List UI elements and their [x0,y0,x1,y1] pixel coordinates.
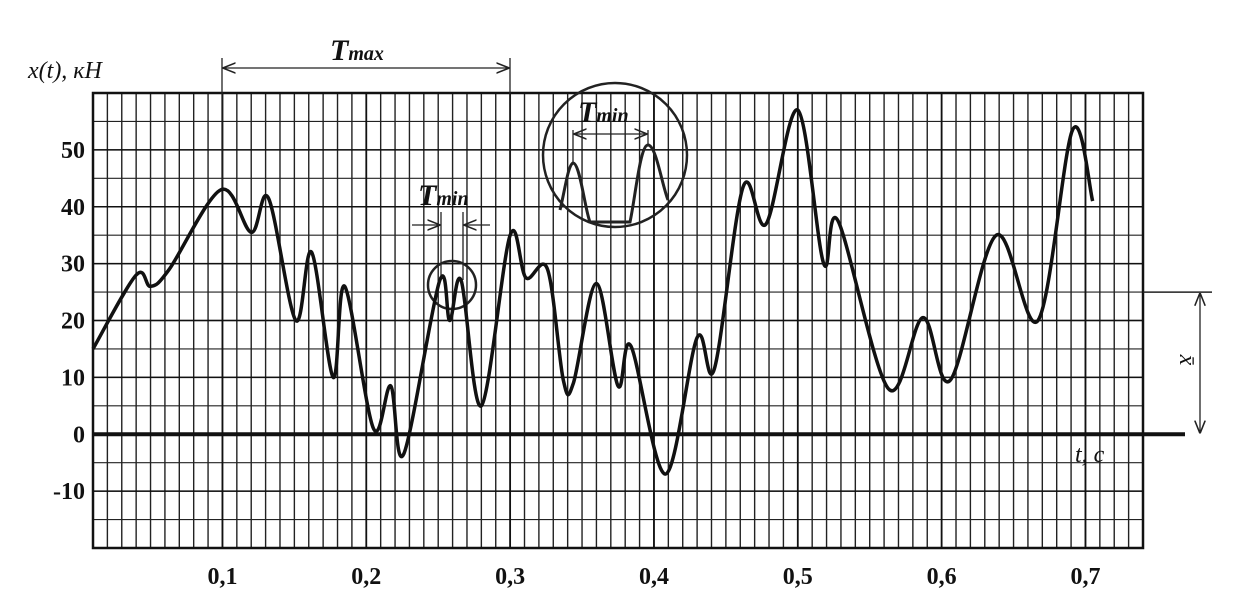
y-tick-label: -10 [53,479,85,505]
data-line [91,108,1095,476]
annotation-subscript: min [596,105,628,127]
zoom-circle [541,81,689,229]
annotation: Tmin [578,96,629,129]
annotation-subscript: min [436,188,468,210]
annotation: Tmin [418,179,469,212]
annotation-subscript: max [348,43,384,65]
y-axis-label: x(t), кН [27,58,104,84]
annotation: Tmax [330,34,384,67]
y-tick-label: 20 [61,309,85,335]
zoom-curve [558,143,670,224]
grid [91,91,1185,550]
annotation-text: T [418,179,438,212]
x-axis-label: t, c [1075,442,1105,468]
x-tick-label: 0,1 [207,564,237,590]
y-tick-label: 30 [61,252,85,278]
mean-label: x̄ [1174,354,1200,366]
y-tick-label: 10 [61,365,85,391]
x-tick-label: 0,4 [639,564,669,590]
x-tick-label: 0,6 [927,564,957,590]
y-tick-label: 40 [61,195,85,221]
x-tick-label: 0,2 [351,564,381,590]
y-tick-label: 0 [73,422,85,448]
x-tick-label: 0,3 [495,564,525,590]
x-tick-label: 0,5 [783,564,813,590]
annotation-text: T [330,34,350,67]
y-tick-label: 50 [61,138,85,164]
t-min-annotation [412,81,689,311]
t-max-annotation [221,58,511,240]
x-tick-label: 0,7 [1070,564,1100,590]
annotation-text: T [578,96,598,129]
